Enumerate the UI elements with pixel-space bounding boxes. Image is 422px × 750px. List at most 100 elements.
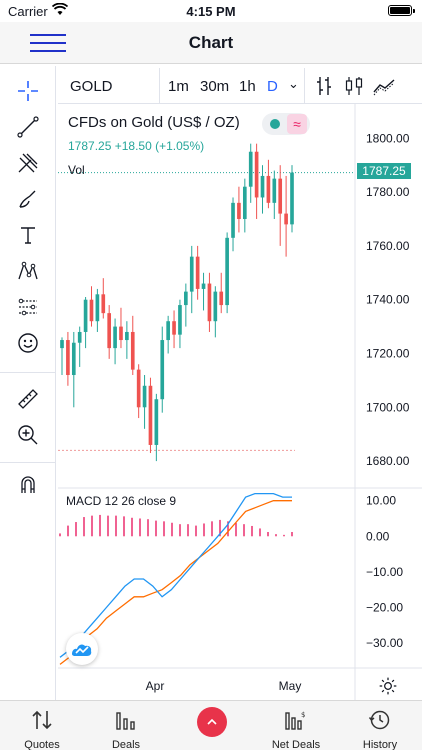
pitchfork-icon[interactable] <box>12 148 44 178</box>
candle-body <box>237 202 241 219</box>
candle-body <box>101 294 106 314</box>
chevron-up-icon[interactable] <box>197 707 227 737</box>
page-title: Chart <box>188 33 234 52</box>
tab-label: History <box>362 739 398 750</box>
candle-body <box>195 256 200 289</box>
history-icon <box>368 710 390 730</box>
candle-body <box>113 326 117 349</box>
crosshair-icon[interactable] <box>12 76 44 106</box>
candle-body <box>213 291 218 322</box>
tab-deals[interactable]: Deals <box>84 701 168 750</box>
volume-label: Vol <box>68 163 85 177</box>
zoom-in-icon[interactable] <box>12 420 44 450</box>
time-axis-label: May <box>279 679 302 693</box>
tab-quotes[interactable]: Quotes <box>0 701 84 750</box>
candle-body <box>219 291 224 306</box>
settings-gear-icon[interactable] <box>378 676 398 696</box>
interval-d[interactable]: D <box>267 78 278 95</box>
battery-icon <box>388 5 415 16</box>
smiley-icon[interactable] <box>12 328 44 358</box>
candle-body <box>242 186 247 219</box>
wifi-icon <box>52 3 68 15</box>
area-chart-type-icon[interactable] <box>372 74 396 98</box>
legend-toggle-group: ≈ <box>262 113 310 135</box>
interval-1m[interactable]: 1m <box>168 78 189 95</box>
status-time: 4:15 PM <box>186 4 236 19</box>
pattern-icon[interactable] <box>12 256 44 286</box>
symbol-selector[interactable]: GOLD <box>58 68 160 104</box>
candle-body <box>125 331 129 341</box>
candle-body <box>107 313 112 349</box>
bar-chart-type-icon[interactable] <box>312 74 336 98</box>
signal-line <box>59 500 292 665</box>
text-icon[interactable] <box>12 220 44 250</box>
candle-body <box>142 385 147 408</box>
price-axis-label: 1740.00 <box>366 293 410 307</box>
candle-body <box>136 369 141 408</box>
candle-body <box>89 299 94 322</box>
candle-body <box>83 299 88 332</box>
tab-label: Net Deals <box>271 739 321 750</box>
nav-bar: Chart <box>0 22 422 64</box>
candle-body <box>71 342 76 376</box>
candle-body <box>95 294 100 322</box>
tradingview-logo-icon[interactable] <box>66 633 98 665</box>
candle-body <box>266 175 271 203</box>
time-axis-label: Apr <box>146 679 165 693</box>
macd-axis-label: 0.00 <box>366 529 390 543</box>
net-deals-icon: $ <box>285 711 305 730</box>
macd-axis-label: 10.00 <box>366 494 396 508</box>
candle-body <box>231 202 235 238</box>
quotes-icon <box>32 710 52 730</box>
candle-body <box>278 178 283 214</box>
price-axis-label: 1800.00 <box>366 131 410 145</box>
candle-body <box>254 151 259 198</box>
candle-body <box>172 321 176 335</box>
price-chart[interactable]: 1800.00 1780.00 1760.00 1740.00 1720.00 1700.… <box>0 0 422 700</box>
tab-net-deals[interactable]: $ Net Deals <box>254 701 338 750</box>
price-axis-label: 1720.00 <box>366 346 410 360</box>
forecast-icon[interactable] <box>12 292 44 322</box>
price-axis-label: 1780.00 <box>366 185 410 199</box>
candle-body <box>77 331 82 343</box>
magnet-icon[interactable] <box>12 470 44 500</box>
visibility-dot-icon[interactable] <box>270 119 280 129</box>
chart-toolbar: GOLD 1m 30m 1h D ⌄ <box>58 68 422 104</box>
price-change: 1787.25 +18.50 (+1.05%) <box>68 139 205 153</box>
drawing-toolbar <box>0 66 56 700</box>
macd-label: MACD 12 26 close 9 <box>66 494 177 508</box>
price-axis-label: 1680.00 <box>366 454 410 468</box>
candle-body <box>119 326 123 341</box>
brush-icon[interactable] <box>12 184 44 214</box>
tab-label: Deals <box>111 739 141 750</box>
candle-body <box>260 175 265 198</box>
candle-body <box>207 283 212 322</box>
candle-body <box>272 178 277 203</box>
hamburger-icon[interactable] <box>30 34 66 54</box>
candle-body <box>154 399 159 445</box>
trend-line-icon[interactable] <box>12 112 44 142</box>
candle-body <box>166 321 170 341</box>
candle-body <box>184 291 188 306</box>
svg-text:$: $ <box>301 711 305 719</box>
chevron-down-icon[interactable]: ⌄ <box>288 76 299 91</box>
deals-icon <box>116 712 135 730</box>
tab-history[interactable]: History <box>338 701 422 750</box>
candle-body <box>248 151 253 187</box>
tab-label: Quotes <box>24 739 60 750</box>
candle-body <box>148 385 153 445</box>
interval-1h[interactable]: 1h <box>239 78 256 95</box>
chart-title: CFDs on Gold (US$ / OZ) <box>68 114 240 131</box>
candle-body <box>189 256 194 292</box>
candle-body <box>66 340 70 376</box>
ruler-icon[interactable] <box>12 384 44 414</box>
candle-body <box>160 340 165 400</box>
macd-axis-label: −20.00 <box>366 600 403 614</box>
interval-30m[interactable]: 30m <box>200 78 230 95</box>
indicator-wave-icon[interactable]: ≈ <box>287 114 307 134</box>
carrier-label: Carrier <box>8 4 48 19</box>
candle-body <box>178 305 182 335</box>
macd-axis-label: −30.00 <box>366 636 403 650</box>
candle-chart-type-icon[interactable] <box>342 74 366 98</box>
price-axis-label: 1700.00 <box>366 400 410 414</box>
